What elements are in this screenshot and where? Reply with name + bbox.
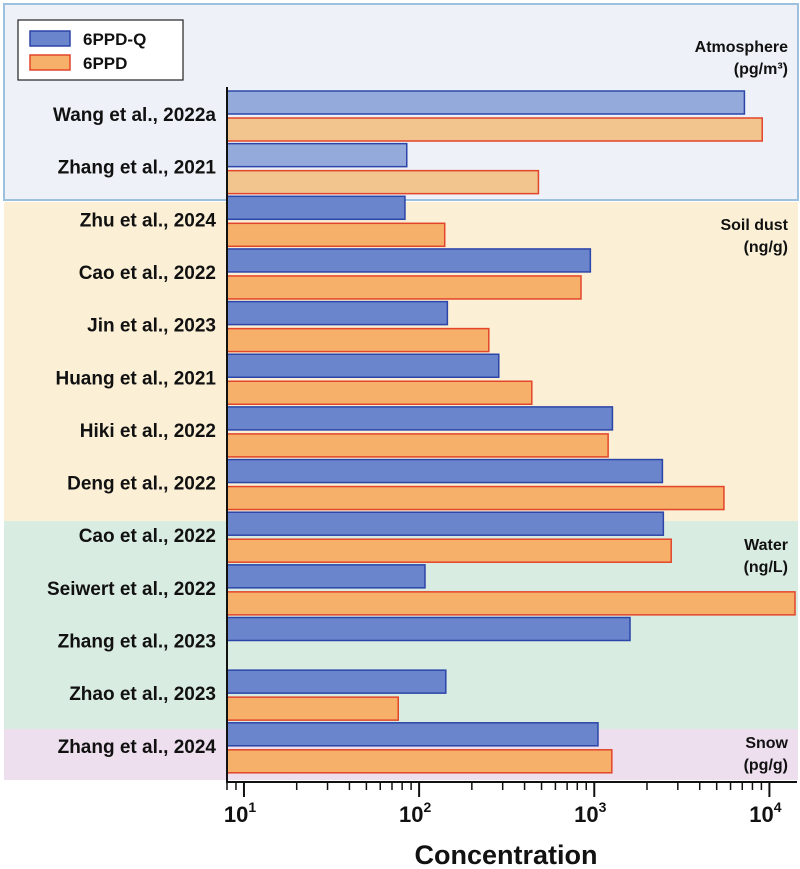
x-tick-label: 102 xyxy=(399,799,431,827)
bar-q-11 xyxy=(226,669,447,694)
bar-p-3 xyxy=(226,275,582,300)
bar-p-6 xyxy=(226,433,609,458)
category-label: Deng et al., 2022 xyxy=(67,474,216,495)
bar-q-4 xyxy=(226,300,449,326)
bar-p-1 xyxy=(226,169,540,195)
category-label: Wang et al., 2022a xyxy=(53,105,216,126)
category-labels: Wang et al., 2022a Zhang et al., 2021 Zhu … xyxy=(47,105,216,758)
bar-q-7 xyxy=(226,458,664,484)
bar-p-11 xyxy=(226,696,399,721)
group-label-snow: Snow (pg/g) xyxy=(744,735,789,774)
bar-q-2 xyxy=(226,195,406,221)
bar-q-12 xyxy=(226,722,599,747)
group-labels: Atmosphere (pg/m³) Soil dust (ng/g) Water (ng… xyxy=(695,39,789,774)
category-label: Zhang et al., 2021 xyxy=(58,158,217,179)
bar-p-8 xyxy=(226,538,672,563)
category-label: Cao et al., 2022 xyxy=(79,263,216,284)
x-axis: 101 102 103 104 xyxy=(224,87,797,827)
category-label: Seiwert et al., 2022 xyxy=(47,579,216,600)
x-tick-label: 103 xyxy=(574,799,606,827)
bar-q-6 xyxy=(226,406,614,431)
bar-q-5 xyxy=(226,353,500,378)
x-tick-label: 104 xyxy=(749,799,781,827)
category-label: Zhao et al., 2023 xyxy=(69,684,216,705)
category-label: Jin et al., 2023 xyxy=(87,316,216,337)
category-label: Zhang et al., 2023 xyxy=(58,632,216,653)
x-tick-label: 101 xyxy=(224,799,256,827)
bar-p-12 xyxy=(226,749,613,774)
legend: 6PPD-Q 6PPD xyxy=(17,19,184,81)
bar-p-4 xyxy=(226,327,490,353)
bars xyxy=(226,90,796,774)
category-label: Hiki et al., 2022 xyxy=(80,421,216,442)
bar-p-5 xyxy=(226,380,533,405)
bar-p-2 xyxy=(226,222,446,248)
bar-q-1 xyxy=(226,142,408,168)
legend-swatch-q xyxy=(29,30,71,47)
category-label: Huang et al., 2021 xyxy=(55,368,216,389)
legend-label-q: 6PPD-Q xyxy=(83,30,146,49)
bar-p-7 xyxy=(226,485,725,511)
bar-q-8 xyxy=(226,511,665,536)
bar-q-9 xyxy=(226,564,426,589)
bar-q-0 xyxy=(226,90,746,115)
legend-label-p: 6PPD xyxy=(83,54,127,73)
category-label: Cao et al., 2022 xyxy=(79,526,216,547)
x-axis-title: Concentration xyxy=(414,840,597,869)
bar-p-9 xyxy=(226,591,796,616)
category-label: Zhang et al., 2024 xyxy=(58,737,217,758)
bar-q-10 xyxy=(226,616,631,642)
legend-swatch-p xyxy=(29,54,71,71)
category-label: Zhu et al., 2024 xyxy=(80,210,217,231)
group-label-soil: Soil dust (ng/g) xyxy=(720,217,788,256)
group-label-atmo: Atmosphere (pg/m³) xyxy=(695,39,788,78)
bar-p-0 xyxy=(226,117,763,142)
bar-q-3 xyxy=(226,248,592,273)
group-label-water: Water (ng/L) xyxy=(744,537,788,576)
